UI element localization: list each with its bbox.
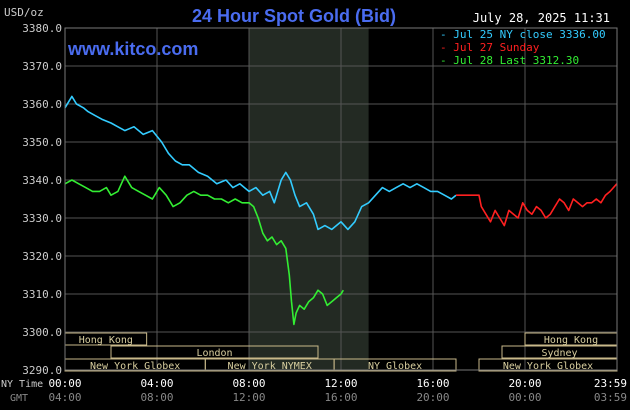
x-tick-ny: 23:59 xyxy=(594,377,627,390)
nymex-highlight-band xyxy=(249,28,369,370)
x-tick-ny: 16:00 xyxy=(416,377,449,390)
kitco-watermark: www.kitco.com xyxy=(67,39,198,59)
trading-sessions: Hong Kong London New York Globex New York N… xyxy=(64,332,618,372)
x-tick-ny: 20:00 xyxy=(508,377,541,390)
x-tick-gmt: 20:00 xyxy=(416,391,449,404)
chart-title: 24 Hour Spot Gold (Bid) xyxy=(192,6,396,26)
x-tick-gmt: 08:00 xyxy=(140,391,173,404)
y-tick-label: 3320.0 xyxy=(22,250,62,263)
session-label: London xyxy=(196,348,232,359)
x-tick-gmt: 04:00 xyxy=(48,391,81,404)
y-axis-ticks: 3380.0 3370.0 3360.0 3350.0 3340.0 3330.0 3320… xyxy=(22,22,62,377)
session-label: New York Globex xyxy=(90,361,180,372)
session-label: New York NYMEX xyxy=(228,361,312,372)
session-label: Hong Kong xyxy=(544,335,598,346)
timestamp: July 28, 2025 11:31 xyxy=(473,11,610,25)
session-label: Sydney xyxy=(541,348,577,359)
x-tick-ny: 12:00 xyxy=(324,377,357,390)
y-tick-label: 3340.0 xyxy=(22,174,62,187)
x-tick-gmt: 03:59 xyxy=(594,391,627,404)
y-tick-label: 3350.0 xyxy=(22,136,62,149)
session-box xyxy=(110,345,319,359)
unit-label: USD/oz xyxy=(4,6,44,19)
legend-dash-jul28: - xyxy=(440,54,453,67)
y-tick-label: 3360.0 xyxy=(22,98,62,111)
y-tick-label: 3330.0 xyxy=(22,212,62,225)
gmt-label: GMT xyxy=(10,393,28,404)
legend-item-jul25: - Jul 25 NY close 3336.00 xyxy=(440,28,606,41)
legend-item-jul28: - Jul 28 Last 3312.30 xyxy=(440,54,579,67)
x-tick-gmt: 12:00 xyxy=(232,391,265,404)
plot-border xyxy=(64,27,618,371)
y-tick-label: 3380.0 xyxy=(22,22,62,35)
session-box xyxy=(333,358,457,372)
series-line-1 xyxy=(456,183,618,227)
y-tick-label: 3300.0 xyxy=(22,326,62,339)
x-axis-ticks: 00:0004:0004:0008:0008:0012:0012:0016:00… xyxy=(48,377,627,404)
session-label: New York Globex xyxy=(503,361,593,372)
legend-label-jul25: Jul 25 NY close 3336.00 xyxy=(453,28,605,41)
legend-item-jul27: - Jul 27 Sunday xyxy=(440,41,540,54)
legend-label-jul27: Jul 27 Sunday xyxy=(453,41,539,54)
y-tick-label: 3370.0 xyxy=(22,60,62,73)
legend-label-jul28: Jul 28 Last 3312.30 xyxy=(453,54,579,67)
legend-dash-jul25: - xyxy=(440,28,453,41)
x-tick-ny: 08:00 xyxy=(232,377,265,390)
series-line-0 xyxy=(64,95,457,231)
legend: - Jul 25 NY close 3336.00 - Jul 27 Sunda… xyxy=(440,28,606,67)
ny-time-label: NY Time xyxy=(1,379,43,390)
y-tick-label: 3310.0 xyxy=(22,288,62,301)
y-tick-label: 3290.0 xyxy=(22,364,62,377)
series-line-2 xyxy=(64,175,344,326)
x-tick-gmt: 00:00 xyxy=(508,391,541,404)
session-label: Hong Kong xyxy=(79,335,133,346)
x-tick-ny: 04:00 xyxy=(140,377,173,390)
session-label: NY Globex xyxy=(368,361,422,372)
price-lines xyxy=(64,95,618,326)
legend-dash-jul27: - xyxy=(440,41,453,54)
x-tick-gmt: 16:00 xyxy=(324,391,357,404)
x-tick-ny: 00:00 xyxy=(48,377,81,390)
